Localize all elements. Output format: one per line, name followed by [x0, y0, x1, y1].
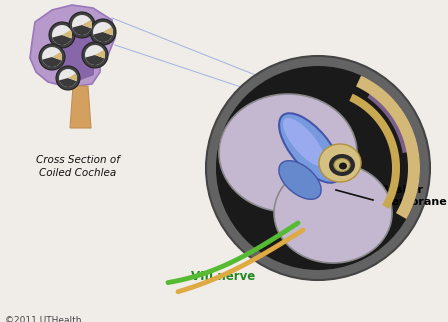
Text: Scala
tympani: Scala tympani: [317, 204, 375, 232]
Circle shape: [206, 56, 430, 280]
Wedge shape: [43, 57, 61, 67]
Ellipse shape: [219, 94, 357, 212]
Wedge shape: [62, 35, 72, 38]
Circle shape: [42, 47, 62, 67]
Wedge shape: [82, 20, 92, 25]
Text: ©2011 UTHealth: ©2011 UTHealth: [5, 316, 82, 322]
Wedge shape: [52, 57, 62, 61]
Ellipse shape: [319, 144, 361, 182]
Text: VIII nerve: VIII nerve: [191, 270, 255, 282]
Wedge shape: [85, 55, 104, 65]
Polygon shape: [70, 86, 91, 128]
Wedge shape: [95, 55, 105, 58]
Polygon shape: [367, 84, 418, 153]
Text: Cross Section of
Coiled Cochlea: Cross Section of Coiled Cochlea: [36, 155, 120, 178]
Text: Scala
vestibuli: Scala vestibuli: [233, 136, 293, 165]
Circle shape: [82, 42, 108, 68]
Polygon shape: [30, 5, 115, 86]
Circle shape: [85, 45, 105, 65]
Circle shape: [216, 66, 420, 270]
Circle shape: [59, 69, 77, 87]
Polygon shape: [349, 94, 400, 209]
Circle shape: [56, 66, 80, 90]
Wedge shape: [103, 32, 113, 35]
Wedge shape: [95, 50, 105, 55]
Circle shape: [39, 44, 65, 70]
Circle shape: [69, 12, 95, 38]
Circle shape: [90, 19, 116, 45]
Ellipse shape: [334, 158, 350, 172]
Wedge shape: [72, 25, 91, 35]
Circle shape: [52, 25, 72, 45]
Wedge shape: [82, 25, 92, 28]
Circle shape: [93, 22, 113, 42]
Ellipse shape: [279, 113, 341, 183]
Wedge shape: [68, 78, 77, 81]
Text: Basilar
membrane: Basilar membrane: [380, 185, 447, 207]
Ellipse shape: [274, 163, 392, 263]
Wedge shape: [68, 73, 77, 78]
Wedge shape: [103, 27, 113, 32]
Polygon shape: [62, 18, 94, 82]
Ellipse shape: [329, 154, 355, 176]
Polygon shape: [356, 76, 420, 219]
Wedge shape: [59, 78, 77, 87]
Wedge shape: [62, 30, 72, 35]
Ellipse shape: [283, 118, 325, 166]
Circle shape: [49, 22, 75, 48]
Circle shape: [72, 15, 92, 35]
Ellipse shape: [279, 161, 321, 199]
Wedge shape: [52, 52, 62, 57]
Ellipse shape: [339, 163, 347, 169]
Wedge shape: [93, 32, 112, 42]
Wedge shape: [52, 35, 71, 45]
